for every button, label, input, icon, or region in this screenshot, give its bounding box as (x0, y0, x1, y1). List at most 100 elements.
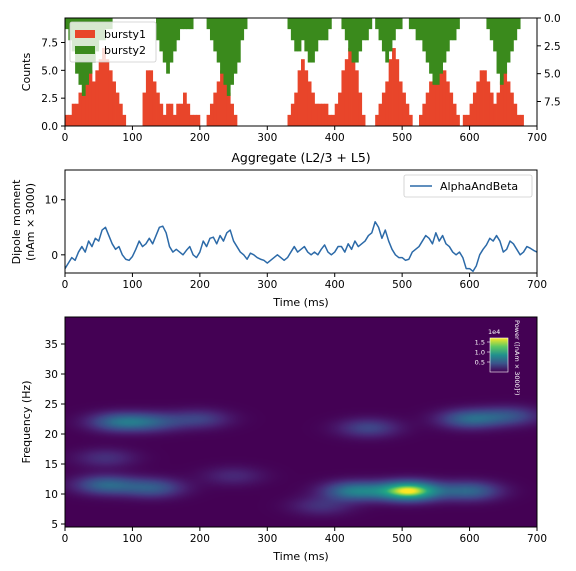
bursty2-bar (294, 18, 299, 52)
spectrogram-x-tick-label: 0 (62, 533, 69, 545)
bursty1-bar (344, 59, 349, 126)
bursty1-bar (516, 114, 521, 126)
bursty2-bar (510, 18, 514, 52)
bursty2-bar (422, 18, 427, 52)
bursty2-bar (186, 18, 191, 30)
bursty2-bar (419, 18, 423, 41)
bursty1-bar (419, 114, 423, 126)
bursty2-bar (223, 18, 228, 85)
bursty1-bar (513, 103, 518, 126)
dipole-y-label: Dipole moment (10, 179, 23, 264)
bursty1-bar (408, 114, 413, 126)
bursty2-bar (169, 18, 174, 63)
bursty1-bar (156, 92, 160, 126)
histogram-y-ticks-left: 0.0 2.5 5.0 7.5 (41, 37, 65, 133)
bursty1-bar (213, 92, 218, 126)
bursty2-bar (432, 18, 437, 85)
dipole-x-tick-label: 0 (62, 279, 69, 291)
spectrogram-x-ticks: 0 100 200 300 400 500 600 700 (62, 527, 547, 545)
legend-label-alphaandbeta: AlphaAndBeta (440, 180, 518, 193)
spectrogram-x-tick-label: 300 (257, 533, 277, 545)
bursty2-bar (398, 18, 403, 30)
spectrogram-axes-frame (64, 316, 538, 528)
bursty1-bar (112, 81, 116, 126)
bursty1-bar (189, 114, 194, 126)
bursty1-bar (425, 92, 430, 126)
bursty1-bar (172, 114, 177, 126)
bursty1-bar (304, 70, 309, 126)
bursty2-bar (452, 18, 457, 41)
bursty1-bar (301, 59, 305, 126)
bursty2-bar (297, 18, 302, 52)
bursty2-bar (179, 18, 184, 30)
bursty2-bar (65, 18, 69, 30)
bursty1-bar (118, 103, 123, 126)
colorbar-tick-label: 1.5 (475, 339, 485, 347)
legend-label-bursty1: bursty1 (104, 28, 146, 41)
bursty1-bar (392, 48, 396, 126)
bursty1-bar (287, 114, 292, 126)
spectrogram-x-tick-label: 600 (460, 533, 480, 545)
bursty1-bar (149, 70, 154, 126)
spectrogram-panel: 0 100 200 300 400 500 600 700 5 10 15 20 25 30 35 Tim… (20, 316, 547, 563)
spectrogram-image (65, 317, 537, 527)
bursty1-bar (395, 59, 400, 126)
spectrogram-x-tick-label: 200 (190, 533, 210, 545)
bursty2-bar (381, 18, 386, 52)
bursty2-bar (368, 18, 373, 30)
bursty2-bar (385, 18, 390, 63)
bursty2-bar (216, 18, 221, 63)
histogram-y-right-tick-label: 0.0 (544, 13, 561, 25)
bursty1-bar (223, 81, 228, 126)
histogram-x-tick-label: 400 (325, 132, 345, 144)
colorbar-tick-label: 1.0 (475, 349, 485, 357)
histogram-x-tick-label: 700 (527, 132, 547, 144)
bursty1-bar (115, 92, 120, 126)
bursty1-bar (65, 114, 69, 126)
bursty2-bar (287, 18, 292, 30)
bursty1-bar (169, 103, 174, 126)
bursty2-bar (290, 18, 295, 41)
bursty1-bar (162, 114, 167, 126)
bursty2-bar (408, 18, 413, 30)
bursty2-bar (314, 18, 319, 52)
bursty1-bar (429, 81, 433, 126)
bursty1-bar (230, 103, 234, 126)
histogram-x-tick-label: 0 (62, 132, 69, 144)
bursty2-bar (348, 18, 352, 52)
bursty1-bar (435, 59, 440, 126)
bursty2-bar (392, 18, 396, 41)
bursty2-bar (442, 18, 447, 63)
bursty2-bar (311, 18, 315, 63)
bursty1-bar (375, 114, 379, 126)
bursty1-bar (338, 92, 342, 126)
histogram-axes-frame (64, 17, 538, 127)
bursty2-bar (301, 18, 305, 41)
bursty2-bar (307, 18, 312, 63)
bursty2-bar (166, 18, 170, 74)
bursty2-bar (513, 18, 518, 41)
bursty1-bar (341, 70, 346, 126)
bursty1-bar (220, 70, 224, 126)
bursty2-bar (449, 18, 454, 41)
dipole-x-tick-label: 100 (122, 279, 142, 291)
bursty2-bar (388, 18, 393, 52)
bursty2-bar (395, 18, 400, 30)
bursty1-bar (81, 81, 86, 126)
dipole-x-tick-label: 700 (527, 279, 547, 291)
dipole-x-tick-label: 400 (325, 279, 345, 291)
bursty2-bar (213, 18, 218, 52)
dipole-y-tick-label: 0 (51, 250, 58, 262)
histogram-y-tick-label: 5.0 (41, 65, 58, 77)
bursty1-bar (206, 114, 211, 126)
bursty1-bar (196, 114, 201, 126)
bursty1-bar (142, 92, 147, 126)
histogram-y-right-tick-label: 2.5 (544, 41, 561, 53)
dipole-series-line (65, 221, 537, 273)
bursty2-bar (209, 18, 214, 41)
bursty1-bar (233, 114, 238, 126)
bursty2-bar (375, 18, 379, 30)
bursty1-bar (466, 114, 470, 126)
bursty1-bar (159, 103, 164, 126)
